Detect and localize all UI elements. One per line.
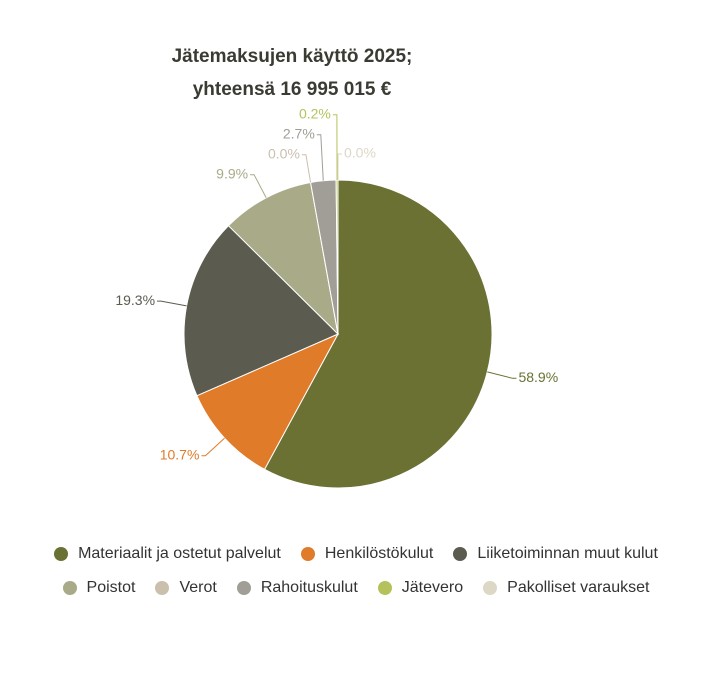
leader-line bbox=[250, 174, 267, 198]
legend-item[interactable]: Liiketoiminnan muut kulut bbox=[453, 545, 658, 563]
legend-marker bbox=[483, 581, 498, 595]
legend-label: Verot bbox=[179, 579, 217, 596]
legend-label: Henkilöstökulut bbox=[324, 545, 434, 562]
data-label: 0.2% bbox=[299, 105, 331, 121]
leader-line bbox=[316, 134, 324, 181]
pie-slice bbox=[183, 224, 339, 397]
legend-item[interactable]: Henkilöstökulut bbox=[300, 545, 434, 563]
data-label: 0.0% bbox=[344, 145, 376, 161]
data-label: 19.3% bbox=[115, 292, 155, 308]
leader-line bbox=[201, 437, 225, 457]
data-label: 10.7% bbox=[160, 446, 200, 462]
legend-marker bbox=[377, 581, 392, 595]
data-label: 58.9% bbox=[518, 369, 558, 385]
leader-line bbox=[332, 114, 338, 181]
leader-line bbox=[157, 300, 187, 307]
legend-marker bbox=[453, 547, 468, 561]
data-label: 9.9% bbox=[216, 165, 248, 181]
legend-label: Jätevero bbox=[401, 579, 464, 596]
leader-line bbox=[487, 371, 517, 379]
legend-marker bbox=[155, 581, 170, 595]
chart-title: Jätemaksujen käyttö 2025; bbox=[172, 46, 413, 67]
pie-slice bbox=[263, 179, 493, 489]
legend: Materiaalit ja ostetut palvelut Henkilöst… bbox=[40, 545, 672, 597]
legend-label: Liiketoiminnan muut kulut bbox=[477, 545, 658, 562]
legend-item[interactable]: Verot bbox=[155, 579, 217, 597]
chart-title: yhteensä 16 995 015 € bbox=[193, 79, 392, 100]
legend-label: Materiaalit ja ostetut palvelut bbox=[78, 545, 281, 562]
leader-line bbox=[337, 153, 342, 180]
legend-label: Poistot bbox=[86, 579, 136, 596]
legend-item[interactable]: Materiaalit ja ostetut palvelut bbox=[54, 545, 281, 563]
chart: Jätemaksujen käyttö 2025; yhteensä 16 99… bbox=[115, 46, 558, 489]
legend-item[interactable]: Poistot bbox=[62, 579, 136, 597]
legend-item[interactable]: Pakolliset varaukset bbox=[483, 579, 649, 597]
pie-slice bbox=[196, 332, 340, 471]
legend-marker bbox=[236, 581, 251, 595]
legend-marker bbox=[54, 547, 69, 561]
data-label: 2.7% bbox=[283, 125, 315, 141]
legend-marker bbox=[62, 581, 77, 595]
legend-item[interactable]: Jätevero bbox=[377, 579, 464, 597]
leader-line bbox=[301, 154, 312, 183]
legend-label: Rahoituskulut bbox=[260, 579, 358, 596]
legend-item[interactable]: Rahoituskulut bbox=[236, 579, 358, 597]
legend-label: Pakolliset varaukset bbox=[507, 579, 650, 596]
data-label: 0.0% bbox=[268, 145, 300, 161]
legend-marker bbox=[300, 547, 315, 561]
